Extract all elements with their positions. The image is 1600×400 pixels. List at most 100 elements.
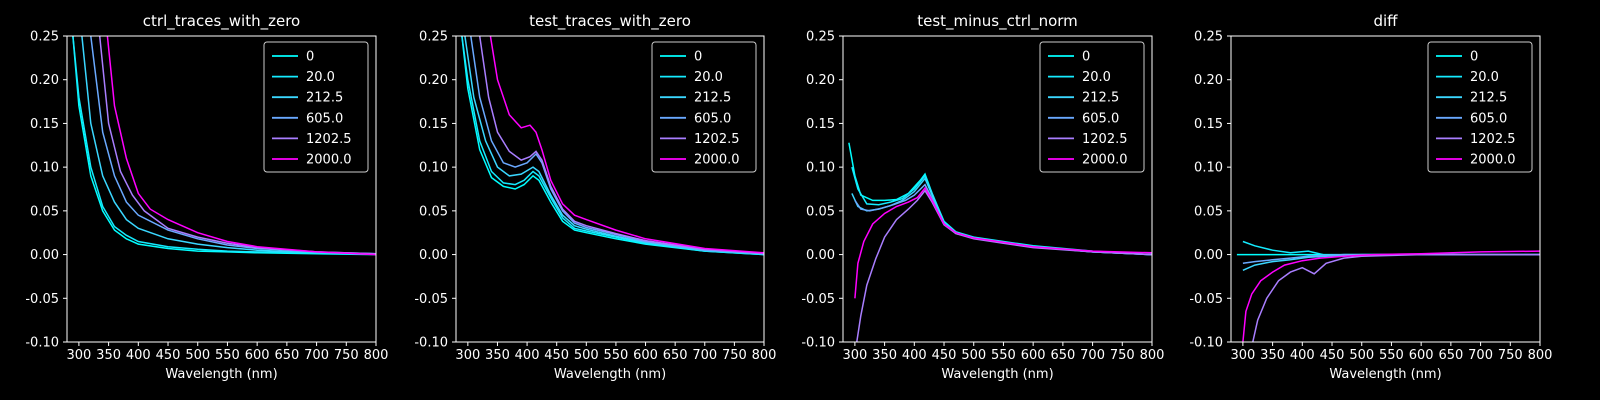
legend-label: 0 — [1470, 50, 1478, 65]
legend-label: 0 — [1082, 50, 1090, 65]
x-tick-label: 500 — [574, 348, 599, 363]
series-line-20.0 — [1242, 240, 1540, 257]
series-line-2000.0 — [1242, 250, 1540, 342]
x-tick-label: 800 — [1528, 348, 1553, 363]
legend: 0 20.0 212.5 605.0 1202.5 2000.0 — [1039, 41, 1145, 173]
x-tick-label: 500 — [961, 348, 986, 363]
x-axis-label: Wavelength (nm) — [941, 367, 1053, 382]
y-tick-label: 0.05 — [806, 204, 835, 219]
y-tick-label: -0.05 — [414, 292, 448, 307]
x-tick-label: 550 — [991, 348, 1016, 363]
y-tick-label: 0.00 — [419, 248, 448, 263]
y-tick-label: 0.10 — [30, 161, 59, 176]
x-tick-label: 750 — [722, 348, 747, 363]
legend: 0 20.0 212.5 605.0 1202.5 2000.0 — [263, 41, 369, 173]
x-tick-label: 750 — [1110, 348, 1135, 363]
series-group — [848, 142, 1152, 342]
x-tick-label: 500 — [1349, 348, 1374, 363]
legend-label: 0 — [306, 50, 314, 65]
y-tick-label: -0.10 — [1189, 336, 1223, 351]
series-line-2000.0 — [489, 36, 764, 254]
legend-label: 605.0 — [306, 111, 343, 126]
legend-label: 2000.0 — [306, 153, 352, 168]
panel-4: diff 300 350 400 450 500 550 600 650 700 750 800 -0.… — [1189, 12, 1552, 382]
x-tick-label: 450 — [1320, 348, 1345, 363]
y-tick-label: -0.10 — [801, 336, 835, 351]
x-tick-label: 300 — [1230, 348, 1255, 363]
x-tick-label: 750 — [334, 348, 359, 363]
y-tick-label: 0.00 — [30, 248, 59, 263]
series-line-0 — [461, 36, 764, 256]
y-tick-label: 0.05 — [1194, 204, 1223, 219]
y-tick-label: 0.15 — [1194, 117, 1223, 132]
y-tick-label: -0.10 — [414, 336, 448, 351]
x-tick-label: 350 — [485, 348, 510, 363]
y-tick-label: -0.10 — [25, 336, 59, 351]
axes-frame — [455, 35, 765, 343]
series-line-0 — [848, 142, 1152, 256]
series-group — [72, 36, 376, 256]
y-tick-label: 0.05 — [419, 204, 448, 219]
x-tick-label: 550 — [604, 348, 629, 363]
y-tick-label: 0.20 — [30, 73, 59, 88]
chart-title: test_traces_with_zero — [529, 12, 691, 31]
legend-box — [651, 41, 757, 173]
x-tick-label: 350 — [1260, 348, 1285, 363]
x-tick-label: 350 — [872, 348, 897, 363]
axes-frame — [66, 35, 377, 343]
x-tick-label: 450 — [156, 348, 181, 363]
legend-label: 1202.5 — [694, 132, 740, 147]
panel-3: test_minus_ctrl_norm 300 350 400 450 500 550 60… — [801, 12, 1164, 382]
legend-label: 0 — [694, 50, 702, 65]
legend-label: 1202.5 — [1470, 132, 1516, 147]
x-tick-label: 700 — [1080, 348, 1105, 363]
x-tick-label: 300 — [455, 348, 480, 363]
axes-frame — [1230, 35, 1541, 343]
legend-label: 605.0 — [1082, 111, 1119, 126]
y-tick-label: -0.05 — [1189, 292, 1223, 307]
x-tick-label: 650 — [274, 348, 299, 363]
y-tick-label: 0.15 — [419, 117, 448, 132]
series-line-212.5 — [81, 36, 376, 255]
x-axis-label: Wavelength (nm) — [165, 367, 277, 382]
y-tick-label: -0.05 — [801, 292, 835, 307]
series-line-605.0 — [854, 183, 1152, 256]
chart-title: diff — [1373, 12, 1398, 30]
x-tick-label: 600 — [1021, 348, 1046, 363]
y-tick-label: 0.00 — [806, 248, 835, 263]
x-tick-label: 450 — [932, 348, 957, 363]
y-tick-label: 0.25 — [419, 30, 448, 45]
legend-label: 1202.5 — [306, 132, 352, 147]
legend-box — [263, 41, 369, 173]
series-line-2000.0 — [106, 36, 376, 256]
legend-label: 20.0 — [694, 70, 723, 85]
series-line-2000.0 — [854, 186, 1152, 299]
series-line-1202.5 — [856, 189, 1152, 342]
legend-label: 20.0 — [1082, 70, 1111, 85]
x-tick-label: 450 — [544, 348, 569, 363]
y-tick-label: 0.10 — [806, 161, 835, 176]
x-tick-label: 400 — [1290, 348, 1315, 363]
y-tick-label: 0.25 — [30, 30, 59, 45]
legend-label: 212.5 — [694, 91, 731, 106]
chart-title: test_minus_ctrl_norm — [917, 12, 1078, 31]
x-tick-label: 500 — [185, 348, 210, 363]
y-tick-label: 0.00 — [1194, 248, 1223, 263]
x-tick-label: 400 — [902, 348, 927, 363]
legend: 0 20.0 212.5 605.0 1202.5 2000.0 — [651, 41, 757, 173]
x-tick-label: 300 — [842, 348, 867, 363]
x-tick-label: 700 — [1468, 348, 1493, 363]
y-tick-label: 0.20 — [806, 73, 835, 88]
series-line-212.5 — [464, 36, 764, 255]
legend-label: 1202.5 — [1082, 132, 1128, 147]
panel-1: ctrl_traces_with_zero 300 350 400 450 500 550 6… — [25, 12, 388, 382]
series-group — [1236, 240, 1540, 342]
legend-label: 605.0 — [694, 111, 731, 126]
legend-label: 212.5 — [1082, 91, 1119, 106]
x-axis-label: Wavelength (nm) — [1329, 367, 1441, 382]
legend-box — [1427, 41, 1533, 173]
series-line-20.0 — [72, 36, 376, 255]
x-tick-label: 550 — [1379, 348, 1404, 363]
axes-frame — [842, 35, 1153, 343]
